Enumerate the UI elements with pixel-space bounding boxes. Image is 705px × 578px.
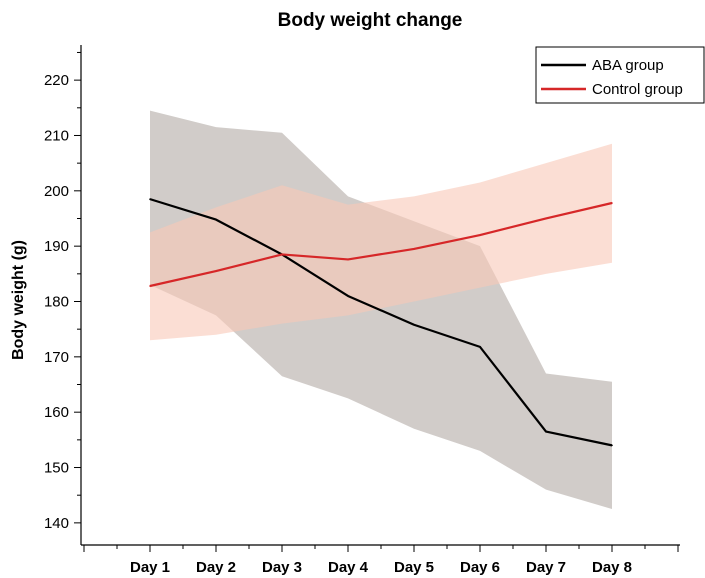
- point-control-1: [149, 285, 151, 287]
- point-aba-1: [149, 198, 151, 200]
- x-tick-label: Day 1: [130, 559, 170, 576]
- line-aba: [149, 198, 613, 447]
- y-tick-label: 170: [44, 349, 69, 366]
- series-lines: [149, 198, 613, 447]
- chart-title: Body weight change: [278, 10, 463, 31]
- point-control-8: [611, 202, 613, 204]
- x-tick-label: Day 3: [262, 559, 302, 576]
- point-aba-7: [545, 430, 547, 433]
- x-tick-label: Day 2: [196, 559, 236, 576]
- point-aba-2: [215, 218, 217, 221]
- point-control-5: [413, 248, 415, 250]
- x-tick-label: Day 5: [394, 559, 434, 576]
- x-tick-label: Day 4: [328, 559, 369, 576]
- legend: ABA group Control group: [535, 46, 705, 104]
- point-control-4: [347, 258, 349, 261]
- point-control-2: [215, 270, 217, 272]
- line-control: [149, 201, 613, 288]
- x-tick-label: Day 6: [460, 559, 500, 576]
- point-aba-6: [479, 346, 481, 348]
- point-control-6: [479, 234, 481, 236]
- point-aba-4: [347, 295, 349, 297]
- legend-box: [535, 46, 705, 104]
- y-tick-label: 150: [44, 460, 69, 477]
- band-control: [150, 143, 612, 341]
- legend-label-control: Control group: [592, 81, 683, 98]
- point-control-7: [545, 217, 547, 220]
- y-tick-label: 200: [44, 183, 69, 200]
- point-aba-5: [413, 323, 415, 326]
- y-axis-label: Body weight (g): [10, 240, 27, 360]
- axes: 140 150 160 170 180 190 200 210 220 Day 1 Day 2 Day…: [44, 45, 680, 576]
- legend-label-aba: ABA group: [592, 57, 664, 74]
- y-tick-label: 180: [44, 294, 69, 311]
- point-aba-8: [611, 444, 613, 447]
- y-tick-label: 190: [44, 238, 69, 255]
- y-tick-label: 210: [44, 127, 69, 144]
- x-tick-label: Day 7: [526, 559, 566, 576]
- x-tick-label: Day 8: [592, 559, 632, 576]
- point-control-3: [281, 253, 283, 256]
- y-tick-label: 160: [44, 404, 69, 421]
- y-tick-label: 140: [44, 515, 69, 532]
- y-tick-label: 220: [44, 72, 69, 89]
